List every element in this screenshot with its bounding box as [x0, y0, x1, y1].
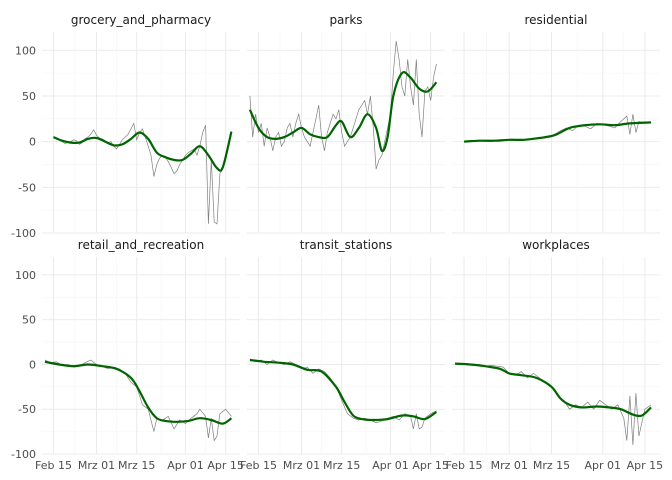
x-tick-label: Feb 15	[446, 459, 483, 472]
x-tick-label: Mrz 15	[533, 459, 570, 472]
x-tick-label: Apr 15	[627, 459, 664, 472]
panel-title: grocery_and_pharmacy	[71, 13, 211, 27]
x-tick-label: Apr 01	[167, 459, 204, 472]
x-tick-label: Mrz 01	[491, 459, 528, 472]
panel-parks: parks	[247, 13, 445, 234]
x-tick-label: Mrz 01	[283, 459, 320, 472]
y-tick-label: 50	[22, 314, 36, 327]
smoothed-trend-line	[464, 121, 652, 143]
x-tick-label: Mrz 01	[78, 459, 115, 472]
x-tick-label: Apr 15	[412, 459, 449, 472]
panel-title: retail_and_recreation	[78, 238, 204, 252]
y-tick-label: -100	[11, 448, 36, 461]
panel-grocery-and-pharmacy: grocery_and_pharmacy -100 -50 0 50 100	[11, 13, 240, 240]
x-tick-label: Apr 01	[584, 459, 621, 472]
x-tick-label: Mrz 15	[118, 459, 155, 472]
y-tick-label: -50	[18, 181, 36, 194]
smoothed-trend-line	[248, 71, 438, 153]
y-tick-label: 100	[15, 44, 36, 57]
y-tick-label: -50	[18, 403, 36, 416]
x-tick-label: Mrz 15	[323, 459, 360, 472]
raw-series-line	[53, 122, 232, 225]
raw-series-line	[249, 358, 437, 430]
smoothed-trend-line	[454, 362, 652, 418]
panel-retail-and-recreation: retail_and_recreation -100 -50 0 50 100 Feb 15…	[11, 238, 244, 472]
panel-residential: residential	[452, 13, 660, 234]
panel-transit-stations: transit_stations Feb 15 Mrz 01 Mrz 15 Apr 01…	[240, 238, 449, 472]
y-tick-label: 0	[29, 358, 36, 371]
x-tick-label: Apr 15	[207, 459, 244, 472]
smoothed-trend-line	[44, 360, 233, 425]
panel-title: parks	[329, 13, 362, 27]
panel-title: residential	[525, 13, 588, 27]
y-tick-label: 100	[15, 269, 36, 282]
raw-series-line	[454, 363, 652, 446]
raw-series-line	[464, 114, 652, 142]
y-tick-label: 50	[22, 90, 36, 103]
x-tick-label: Feb 15	[35, 459, 72, 472]
raw-series-line	[44, 359, 232, 442]
panel-workplaces: workplaces Feb 15 Mrz 01 Mrz 15 Apr 01 Apr 15	[446, 238, 664, 472]
panel-title: transit_stations	[300, 238, 392, 252]
smoothed-trend-line	[249, 358, 438, 422]
x-tick-label: Feb 15	[240, 459, 277, 472]
smoothed-trend-line	[53, 131, 233, 172]
x-tick-label: Apr 01	[372, 459, 409, 472]
y-tick-label: -100	[11, 227, 36, 240]
panel-title: workplaces	[522, 238, 590, 252]
y-tick-label: 0	[29, 136, 36, 149]
raw-series-line	[249, 41, 437, 170]
